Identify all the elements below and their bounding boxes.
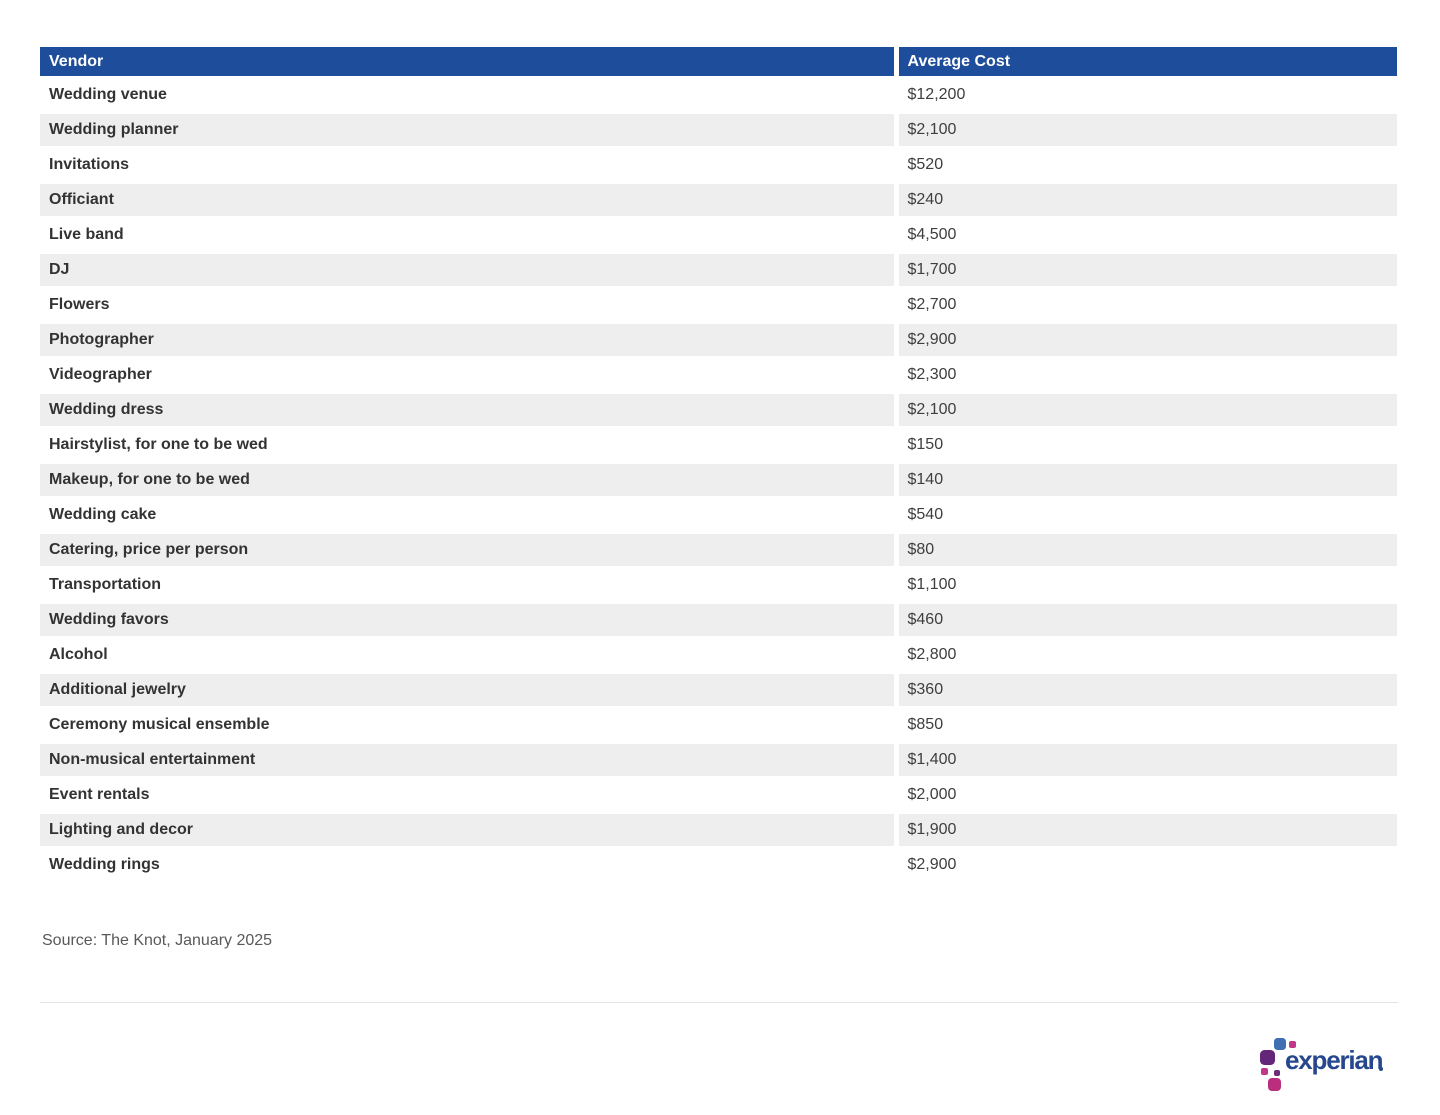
cost-table-container: Vendor Average Cost Wedding venue $12,200…	[40, 47, 1397, 884]
table-row: Lighting and decor $1,900	[40, 812, 1397, 849]
cost-cell: $1,400	[896, 742, 1397, 779]
vendor-cell: Makeup, for one to be wed	[40, 462, 899, 499]
vendor-cell: Wedding dress	[40, 392, 899, 429]
vendor-cell: Additional jewelry	[40, 672, 899, 709]
table-row: Wedding planner $2,100	[40, 112, 1397, 149]
vendor-cell: Videographer	[40, 357, 899, 394]
table-row: Wedding favors $460	[40, 602, 1397, 639]
vendor-cell: Officiant	[40, 182, 899, 219]
cost-cell: $520	[896, 147, 1397, 184]
cost-cell: $2,100	[896, 112, 1397, 149]
table-row: Officiant $240	[40, 182, 1397, 219]
table-row: Videographer $2,300	[40, 357, 1397, 394]
table-row: Wedding venue $12,200	[40, 77, 1397, 114]
table-row: Event rentals $2,000	[40, 777, 1397, 814]
table-row: Alcohol $2,800	[40, 637, 1397, 674]
source-note: Source: The Knot, January 2025	[42, 932, 273, 949]
vendor-cell: Wedding planner	[40, 112, 899, 149]
cost-cell: $2,900	[896, 322, 1397, 359]
table-row: Wedding cake $540	[40, 497, 1397, 534]
vendor-cell: Flowers	[40, 287, 899, 324]
cost-cell: $2,800	[896, 637, 1397, 674]
vendor-cell: Photographer	[40, 322, 899, 359]
table-row: Ceremony musical ensemble $850	[40, 707, 1397, 744]
cost-cell: $460	[896, 602, 1397, 639]
vendor-cell: Wedding favors	[40, 602, 899, 639]
cost-cell: $360	[896, 672, 1397, 709]
cost-cell: $240	[896, 182, 1397, 219]
vendor-cell: Alcohol	[40, 637, 899, 674]
cost-cell: $150	[896, 427, 1397, 464]
table-row: Catering, price per person $80	[40, 532, 1397, 569]
vendor-cell: Lighting and decor	[40, 812, 899, 849]
table-row: Photographer $2,900	[40, 322, 1397, 359]
cost-table: Vendor Average Cost Wedding venue $12,200…	[40, 47, 1397, 884]
cost-cell: $1,900	[896, 812, 1397, 849]
table-row: Hairstylist, for one to be wed $150	[40, 427, 1397, 464]
table-row: Non-musical entertainment $1,400	[40, 742, 1397, 779]
cost-cell: $850	[896, 707, 1397, 744]
table-row: Invitations $520	[40, 147, 1397, 184]
table-row: Wedding dress $2,100	[40, 392, 1397, 429]
cost-cell: $4,500	[896, 217, 1397, 254]
vendor-cell: Catering, price per person	[40, 532, 899, 569]
table-row: Live band $4,500	[40, 217, 1397, 254]
experian-logo-magenta-dot-icon	[1268, 1078, 1281, 1091]
vendor-cell: Transportation	[40, 567, 899, 604]
cost-cell: $2,300	[896, 357, 1397, 394]
vendor-cell: Live band	[40, 217, 899, 254]
cost-cell: $80	[896, 532, 1397, 569]
cost-cell: $12,200	[896, 77, 1397, 114]
vendor-cell: Hairstylist, for one to be wed	[40, 427, 899, 464]
cost-cell: $140	[896, 462, 1397, 499]
experian-logo-blue-dot-icon	[1274, 1038, 1286, 1050]
cost-cell: $2,900	[896, 847, 1397, 884]
experian-wordmark: experian	[1285, 1045, 1384, 1075]
cost-cell: $2,000	[896, 777, 1397, 814]
table-row: Transportation $1,100	[40, 567, 1397, 604]
experian-logo-magenta-tiny-dot-icon	[1261, 1068, 1268, 1075]
vendor-cell: Wedding cake	[40, 497, 899, 534]
cost-cell: $2,700	[896, 287, 1397, 324]
table-row: Wedding rings $2,900	[40, 847, 1397, 884]
vendor-cell: Invitations	[40, 147, 899, 184]
vendor-cell: Wedding rings	[40, 847, 899, 884]
vendor-cell: DJ	[40, 252, 899, 289]
cost-cell: $2,100	[896, 392, 1397, 429]
experian-logo-purple-small-dot-icon	[1274, 1070, 1280, 1076]
vendor-cell: Non-musical entertainment	[40, 742, 899, 779]
experian-trademark-dot-icon	[1379, 1067, 1383, 1071]
table-row: Flowers $2,700	[40, 287, 1397, 324]
experian-logo-magenta-small-dot-icon	[1289, 1041, 1296, 1048]
vendor-cell: Event rentals	[40, 777, 899, 814]
table-row: DJ $1,700	[40, 252, 1397, 289]
vendor-cell: Wedding venue	[40, 77, 899, 114]
column-header-average-cost: Average Cost	[896, 47, 1397, 79]
cost-cell: $1,700	[896, 252, 1397, 289]
cost-cell: $1,100	[896, 567, 1397, 604]
experian-logo-purple-dot-icon	[1260, 1050, 1275, 1065]
column-header-vendor: Vendor	[40, 47, 899, 79]
table-header-row: Vendor Average Cost	[40, 47, 1397, 79]
table-row: Makeup, for one to be wed $140	[40, 462, 1397, 499]
vendor-cell: Ceremony musical ensemble	[40, 707, 899, 744]
table-row: Additional jewelry $360	[40, 672, 1397, 709]
divider-rule	[40, 1002, 1398, 1003]
cost-cell: $540	[896, 497, 1397, 534]
experian-logo: experian	[1258, 1033, 1398, 1095]
